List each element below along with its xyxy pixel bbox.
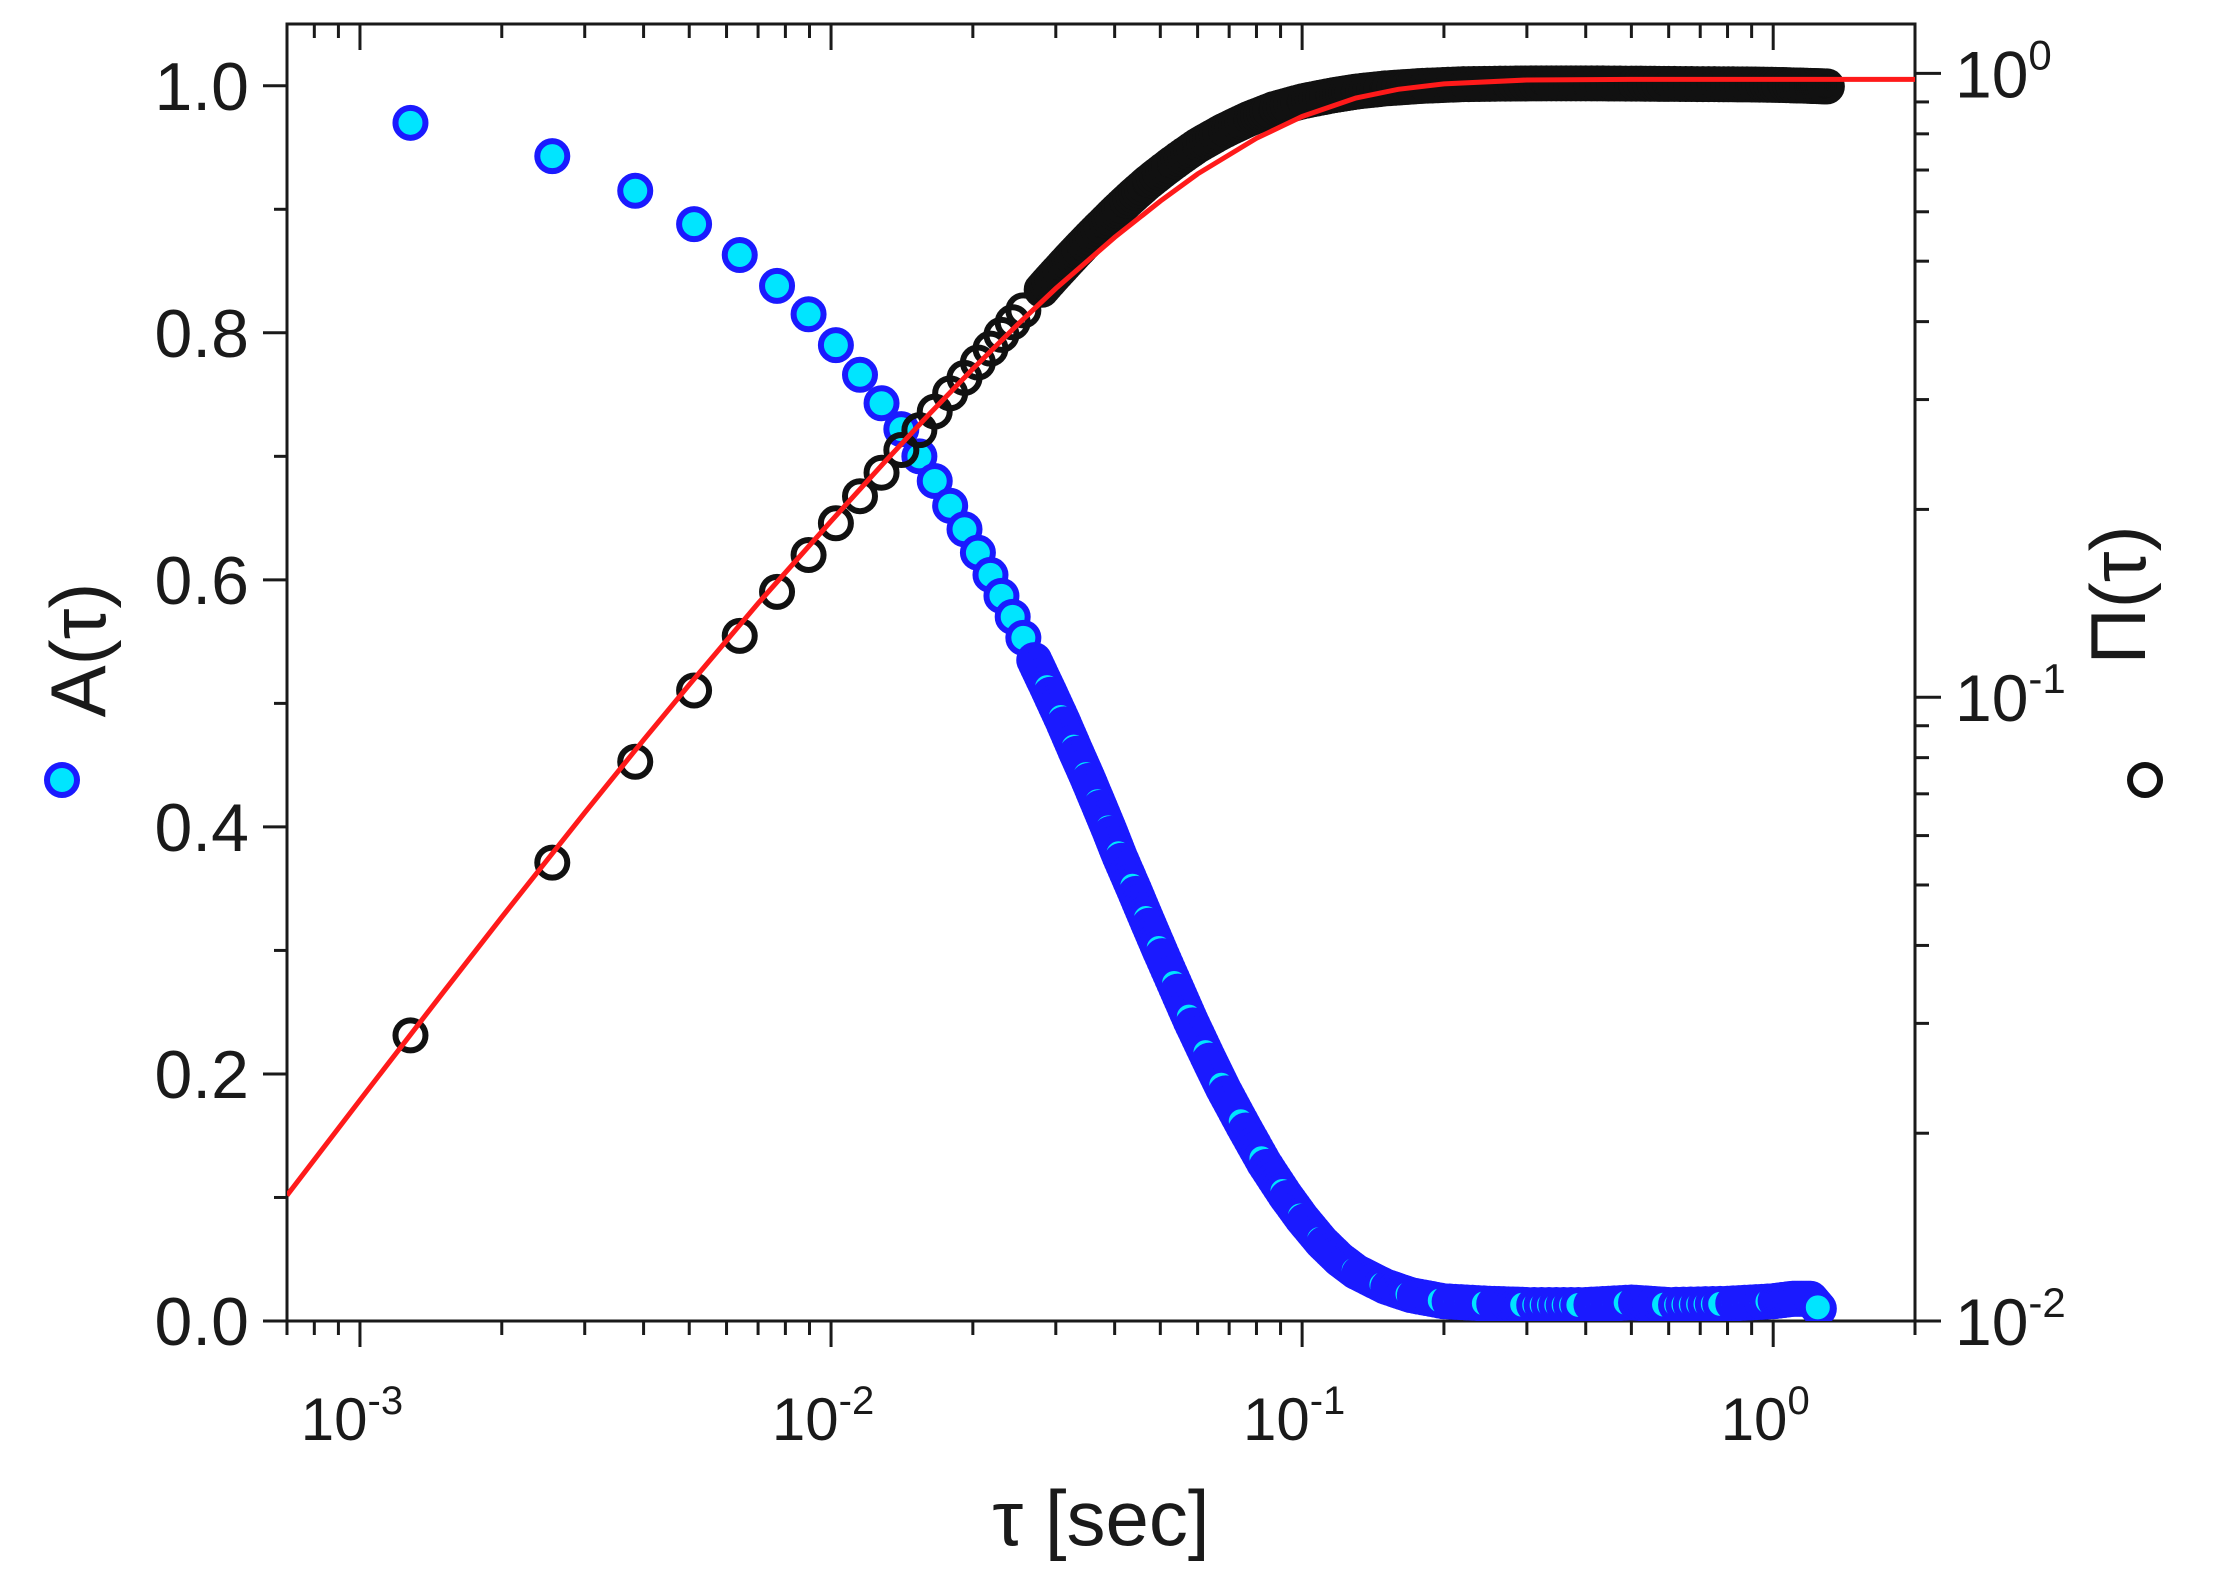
data-point-Pi bbox=[883, 432, 920, 469]
data-point-Pi bbox=[392, 1017, 429, 1054]
x-tick-label: 10-3 bbox=[301, 1379, 403, 1453]
series-Π(τ) bbox=[392, 65, 1845, 1054]
data-point-A bbox=[916, 463, 953, 500]
x-axis-title: τ [sec] bbox=[992, 1474, 1209, 1562]
data-point-A bbox=[863, 385, 900, 422]
y-right-tick-label: 10-1 bbox=[1955, 655, 2066, 735]
fit-line bbox=[287, 76, 1915, 1197]
data-point-A bbox=[759, 267, 796, 304]
y-right-tick-label: 100 bbox=[1955, 31, 2052, 111]
plot-frame bbox=[285, 22, 1917, 1323]
tick-labels: 10-3 10-2 10-1 100 0.0 0.2 0.4 0.6 0.8 1.0 10-2 10-… bbox=[154, 31, 2065, 1453]
data-point-A bbox=[392, 104, 429, 141]
axis-ticks bbox=[263, 24, 1941, 1347]
data-point-A bbox=[790, 296, 827, 333]
x-tick-label: 100 bbox=[1721, 1379, 1810, 1453]
data-point-Pi bbox=[863, 454, 900, 491]
data-point-A bbox=[617, 172, 654, 209]
data-point-Pi bbox=[790, 537, 827, 574]
data-point-Pi bbox=[1806, 68, 1843, 105]
y-left-tick-label: 0.2 bbox=[154, 1037, 249, 1113]
y-right-tick-label: 10-2 bbox=[1955, 1279, 2066, 1359]
series-layer bbox=[287, 65, 1915, 1321]
data-point-A bbox=[721, 236, 758, 273]
data-point-Pi bbox=[841, 478, 878, 515]
y-left-tick-label: 0.6 bbox=[154, 543, 249, 619]
legend-marker-filled-circle bbox=[44, 762, 80, 798]
x-tick-label: 10-1 bbox=[1243, 1379, 1345, 1453]
data-point-Pi bbox=[721, 617, 758, 654]
y-left-tick-label: 1.0 bbox=[154, 49, 249, 125]
y-right-axis-title: Π(τ) bbox=[2074, 525, 2162, 664]
data-point-A bbox=[817, 327, 854, 364]
data-point-A bbox=[841, 356, 878, 393]
data-point-A bbox=[676, 206, 713, 243]
y-left-tick-label: 0.8 bbox=[154, 296, 249, 372]
data-point-Pi bbox=[534, 844, 571, 881]
y-left-tick-label: 0.0 bbox=[154, 1284, 249, 1360]
y-left-axis-title: A(τ) bbox=[34, 583, 122, 718]
x-tick-label: 10-2 bbox=[772, 1379, 874, 1453]
legend-marker-open-circle bbox=[2127, 762, 2163, 798]
series-fit bbox=[287, 76, 1915, 1197]
data-point-Pi bbox=[759, 573, 796, 610]
data-point-Pi bbox=[1005, 292, 1042, 329]
y-left-tick-label: 0.4 bbox=[154, 790, 249, 866]
series-A(τ) bbox=[392, 104, 1837, 1321]
data-point-Pi bbox=[817, 505, 854, 542]
data-point-A bbox=[1799, 1289, 1836, 1321]
data-point-A bbox=[534, 138, 571, 175]
